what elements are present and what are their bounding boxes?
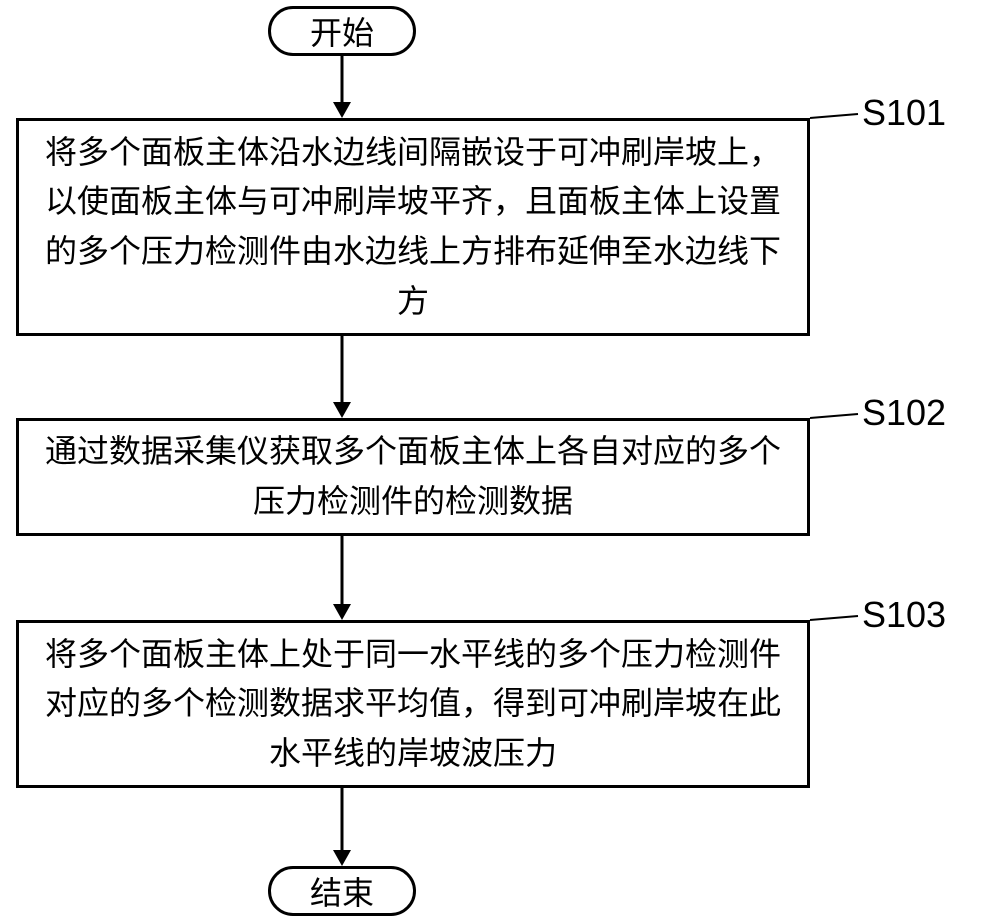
terminator-end: 结束: [268, 866, 416, 916]
flowchart-canvas: 开始 结束 将多个面板主体沿水边线间隔嵌设于可冲刷岸坡上，以使面板主体与可冲刷岸…: [0, 0, 1000, 922]
process-s103: 将多个面板主体上处于同一水平线的多个压力检测件对应的多个检测数据求平均值，得到可…: [16, 620, 810, 788]
process-s102-text: 通过数据采集仪获取多个面板主体上各自对应的多个压力检测件的检测数据: [39, 427, 787, 526]
process-s101-text: 将多个面板主体沿水边线间隔嵌设于可冲刷岸坡上，以使面板主体与可冲刷岸坡平齐，且面…: [39, 128, 787, 326]
label-s102: S102: [862, 392, 946, 434]
process-s101: 将多个面板主体沿水边线间隔嵌设于可冲刷岸坡上，以使面板主体与可冲刷岸坡平齐，且面…: [16, 118, 810, 336]
label-s103: S103: [862, 594, 946, 636]
terminator-start: 开始: [268, 6, 416, 56]
label-s101: S101: [862, 92, 946, 134]
terminator-end-text: 结束: [310, 868, 374, 914]
process-s103-text: 将多个面板主体上处于同一水平线的多个压力检测件对应的多个检测数据求平均值，得到可…: [39, 630, 787, 779]
terminator-start-text: 开始: [310, 8, 374, 54]
process-s102: 通过数据采集仪获取多个面板主体上各自对应的多个压力检测件的检测数据: [16, 418, 810, 536]
